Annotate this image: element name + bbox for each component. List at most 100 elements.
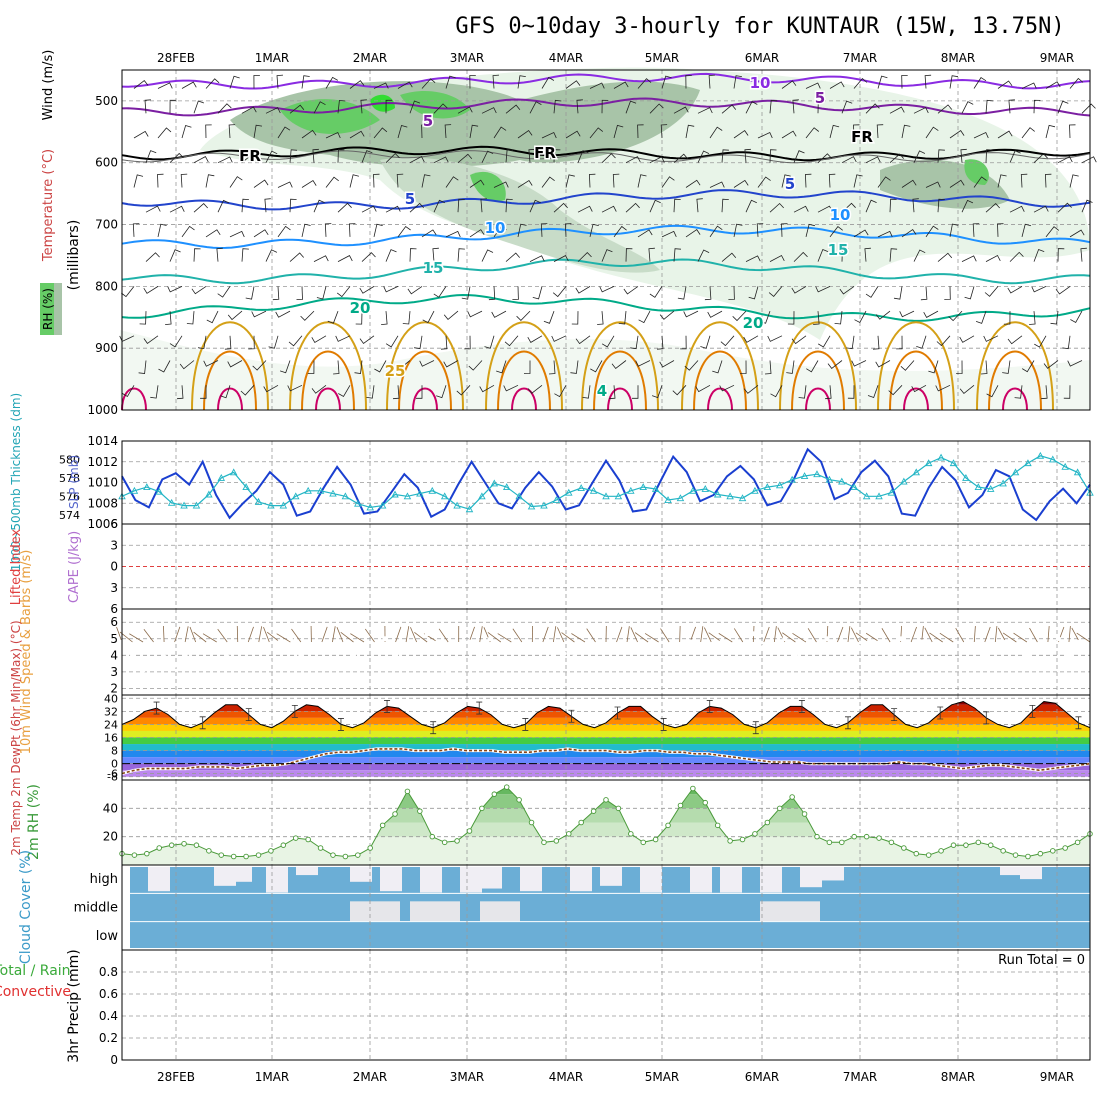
temp-band — [122, 724, 1090, 731]
wind-barb — [150, 385, 159, 399]
minmax-bar — [568, 709, 575, 723]
rh2m-point — [901, 845, 907, 851]
wind-speed-point — [350, 652, 356, 658]
thickness-point — [639, 483, 647, 491]
wind-barb — [381, 311, 388, 325]
chart-title: GFS 0~10day 3-hourly for KUNTAUR (15W, 1… — [455, 14, 1064, 39]
wind-barb — [944, 286, 951, 300]
wind-barb — [973, 131, 989, 139]
wind-barb — [696, 198, 703, 213]
wind-barb — [1055, 286, 1071, 295]
wind-barb — [937, 149, 945, 163]
temp-contour — [988, 350, 1042, 411]
wind-barb — [312, 148, 319, 163]
wind-barb — [673, 198, 681, 213]
wind-barb — [551, 335, 567, 342]
temp-contour — [779, 321, 857, 411]
wind-speed-point — [940, 646, 946, 652]
temp-contour — [121, 387, 147, 411]
wind-speed-point — [372, 661, 378, 667]
wind-barb — [679, 625, 681, 643]
wind-barb — [332, 626, 336, 643]
wind-barb — [179, 360, 195, 370]
wind-barb — [1047, 626, 1050, 643]
wind-barb — [661, 75, 672, 89]
temp-band — [122, 763, 1090, 771]
wind-barb — [385, 153, 400, 163]
wind-speed-point — [424, 631, 430, 637]
wind-barb — [700, 626, 704, 643]
wind-barb — [276, 74, 284, 89]
wind-barb — [421, 124, 428, 139]
wind-barb — [638, 310, 651, 324]
thickness-point — [800, 472, 809, 479]
wind-barb — [829, 124, 840, 139]
thickness-point — [813, 470, 821, 478]
wind-barb — [252, 360, 267, 371]
y-tick-label: 32 — [104, 705, 118, 718]
wind-barb — [625, 248, 633, 262]
thickness-point — [180, 501, 188, 509]
wind-barb — [191, 286, 207, 295]
wind-barb — [268, 335, 279, 349]
cloud-clear — [460, 867, 482, 893]
wind-barb — [205, 78, 220, 89]
wind-barb — [373, 82, 389, 89]
wind-barb — [1033, 205, 1049, 213]
thickness-point — [701, 485, 710, 492]
wind-speed-point — [698, 647, 704, 653]
wind-barb — [139, 311, 147, 325]
wind-barb — [677, 286, 687, 300]
rh2m-point — [851, 833, 857, 840]
wind-barb — [768, 286, 783, 297]
wind-barb — [491, 310, 507, 318]
wind-barb — [133, 130, 149, 139]
wind-barb — [469, 75, 476, 89]
rh2m-point — [330, 852, 336, 858]
wind-barb — [565, 174, 575, 188]
wind-barb — [1069, 124, 1076, 139]
wind-barb — [876, 124, 884, 139]
thickness-point — [924, 459, 933, 467]
rh2m-point — [839, 839, 845, 846]
ylabel-temperature: Temperature (°C) — [41, 149, 56, 262]
rh2m-point — [503, 784, 510, 790]
thickness-point — [167, 498, 176, 506]
wind-barb — [287, 384, 303, 392]
wind-barb — [1031, 286, 1047, 293]
rh2m-point — [230, 853, 237, 860]
rh2m-point — [1012, 852, 1019, 858]
rh2m-point — [144, 850, 150, 857]
y-tick-label: 2 — [110, 681, 118, 695]
rh2m-point — [826, 839, 833, 846]
wind-speed-point — [624, 647, 630, 653]
wind-barb — [757, 76, 771, 89]
ylabel-wind: Wind (m/s) — [41, 50, 56, 121]
rh2m-point — [305, 836, 311, 843]
wind-speed-point — [813, 614, 819, 620]
wind-speed-point — [677, 644, 683, 650]
thickness-point — [490, 479, 499, 487]
thickness-point — [974, 483, 983, 491]
wind-barb — [241, 248, 249, 262]
wind-barb — [1057, 202, 1072, 213]
wind-barb — [527, 335, 543, 343]
wind-barb — [340, 631, 354, 643]
wind-barb — [601, 153, 616, 163]
wind-barb — [497, 633, 512, 643]
wind-barb — [590, 360, 603, 373]
wind-speed-point — [245, 656, 251, 662]
wind-barb — [301, 129, 317, 139]
wind-barb — [900, 360, 915, 371]
wind-barb — [433, 199, 445, 213]
temp-contour — [976, 321, 1054, 411]
y-tick-label: 578 — [59, 472, 80, 485]
rh2m-point — [491, 791, 498, 797]
thickness-point — [254, 497, 263, 505]
wind-barb — [985, 254, 1001, 262]
wind-barb — [599, 286, 615, 293]
wind-barb — [649, 286, 663, 298]
wind-barb — [133, 174, 144, 188]
wind-barb — [769, 254, 785, 262]
wind-barb — [266, 631, 281, 643]
